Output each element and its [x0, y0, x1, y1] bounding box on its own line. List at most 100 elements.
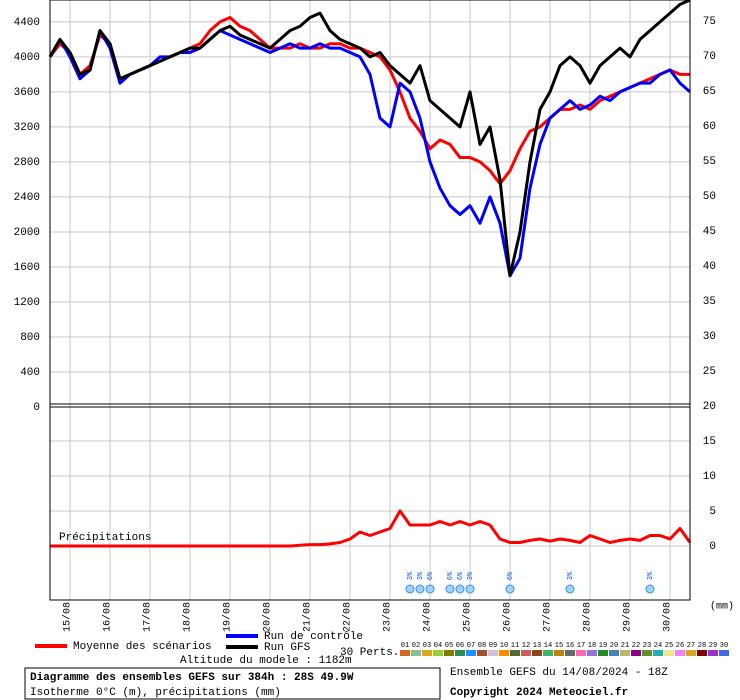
x-tick-label: 28/08 [582, 602, 594, 632]
series-line [50, 509, 692, 548]
member-label: 13 [533, 642, 541, 650]
y2-tick-label: 35 [703, 296, 716, 308]
series-line [48, 0, 691, 278]
member-label: 14 [544, 642, 552, 650]
snow-icon [645, 584, 655, 594]
y2-tick-label: 55 [703, 156, 716, 168]
x-tick-label: 19/08 [222, 602, 234, 632]
member-label: 30 [720, 642, 728, 650]
member-swatch [554, 650, 564, 656]
member-label: 29 [709, 642, 717, 650]
y2-tick-label: 5 [709, 506, 716, 518]
member-label: 24 [654, 642, 662, 650]
snow-prob-label: 3% [467, 571, 475, 580]
x-tick-label: 25/08 [462, 602, 474, 632]
member-swatch [686, 650, 696, 656]
legend-label: Moyenne des scénarios [73, 641, 212, 653]
member-swatch [510, 650, 520, 656]
member-swatch [664, 650, 674, 656]
member-label: 18 [588, 642, 596, 650]
member-label: 10 [500, 642, 508, 650]
title: Diagramme des ensembles GEFS sur 384h : … [30, 672, 354, 684]
member-label: 25 [665, 642, 673, 650]
member-label: 12 [522, 642, 530, 650]
member-label: 21 [621, 642, 629, 650]
y-tick-label: 2400 [14, 192, 40, 204]
y2-tick-label: 15 [703, 436, 716, 448]
x-tick-label: 21/08 [302, 602, 314, 632]
x-tick-label: 15/08 [62, 602, 74, 632]
x-tick-label: 17/08 [142, 602, 154, 632]
y2-tick-label: 10 [703, 471, 716, 483]
x-tick-label: 22/08 [342, 602, 354, 632]
member-swatch [708, 650, 718, 656]
x-tick-label: 30/08 [662, 602, 674, 632]
member-swatch [598, 650, 608, 656]
member-label: 15 [555, 642, 563, 650]
y-tick-label: 1200 [14, 297, 40, 309]
y2-tick-label: 50 [703, 191, 716, 203]
y-tick-label: 3600 [14, 87, 40, 99]
member-swatch [697, 650, 707, 656]
member-swatch [631, 650, 641, 656]
y2-tick-label: 25 [703, 366, 716, 378]
member-swatch [422, 650, 432, 656]
y2-tick-label: 60 [703, 121, 716, 133]
snow-prob-label: 3% [647, 571, 655, 580]
y2-tick-label: 45 [703, 226, 716, 238]
snow-icon [405, 584, 415, 594]
member-label: 22 [632, 642, 640, 650]
member-swatch [499, 650, 509, 656]
member-swatch [609, 650, 619, 656]
run-info: Ensemble GEFS du 14/08/2024 - 18Z [450, 667, 668, 679]
member-swatch [565, 650, 575, 656]
member-swatch [488, 650, 498, 656]
member-label: 02 [412, 642, 420, 650]
y-tick-label: 2800 [14, 157, 40, 169]
y2-tick-label: 65 [703, 86, 716, 98]
y2-tick-label: 75 [703, 16, 716, 28]
member-label: 06 [456, 642, 464, 650]
info-box [24, 667, 441, 700]
x-tick-label: 16/08 [102, 602, 114, 632]
x-tick-label: 24/08 [422, 602, 434, 632]
member-label: 04 [434, 642, 442, 650]
y2-tick-label: 20 [703, 401, 716, 413]
member-swatch [444, 650, 454, 656]
snow-icon [455, 584, 465, 594]
grid [50, 0, 690, 600]
member-swatch [400, 650, 410, 656]
snow-icon [415, 584, 425, 594]
snow-icon [565, 584, 575, 594]
member-swatch [521, 650, 531, 656]
member-swatch [455, 650, 465, 656]
y-tick-label: 4000 [14, 52, 40, 64]
precip-label: Précipitations [59, 532, 151, 544]
member-label: 27 [687, 642, 695, 650]
member-label: 20 [610, 642, 618, 650]
members-label: 30 Perts. [340, 647, 399, 659]
member-label: 23 [643, 642, 651, 650]
member-label: 03 [423, 642, 431, 650]
member-label: 19 [599, 642, 607, 650]
snow-prob-label: 3% [407, 571, 415, 580]
y2-tick-label: 70 [703, 51, 716, 63]
y2-tick-label: 0 [709, 541, 716, 553]
y-tick-label: 0 [33, 402, 40, 414]
snow-prob-label: 6% [507, 571, 515, 580]
member-swatch [620, 650, 630, 656]
member-label: 01 [401, 642, 409, 650]
y2-unit: (mm) [710, 601, 734, 613]
member-swatch [532, 650, 542, 656]
member-swatch [719, 650, 729, 656]
x-tick-label: 23/08 [382, 602, 394, 632]
y-tick-label: 400 [20, 367, 40, 379]
y-tick-label: 800 [20, 332, 40, 344]
member-swatch [411, 650, 421, 656]
snow-prob-label: 6% [427, 571, 435, 580]
snow-icon [505, 584, 515, 594]
snow-prob-label: 3% [417, 571, 425, 580]
member-label: 11 [511, 642, 519, 650]
